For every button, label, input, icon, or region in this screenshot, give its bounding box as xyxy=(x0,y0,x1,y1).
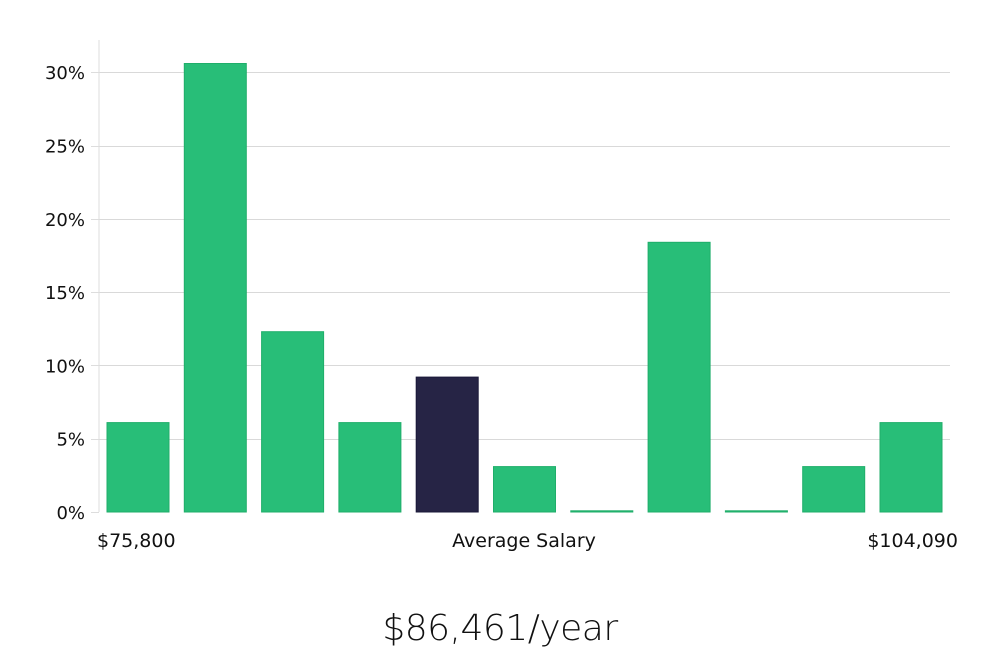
bar xyxy=(261,331,325,513)
y-tick-label: 15% xyxy=(45,283,85,304)
bar xyxy=(106,422,170,513)
average-salary-value: $86,461/year xyxy=(382,608,618,649)
x-axis-max-label: $104,090 xyxy=(867,530,958,552)
salary-distribution-chart: 0% 5% 10% 15% 20% 25% 30% $75,800 Average Sala… xyxy=(45,40,958,552)
bars xyxy=(106,63,943,513)
y-tick-label: 10% xyxy=(45,356,85,377)
x-axis-title: Average Salary xyxy=(452,530,596,552)
y-tick-label: 30% xyxy=(45,63,85,84)
bar xyxy=(183,63,247,513)
x-axis-min-label: $75,800 xyxy=(97,530,176,552)
bar xyxy=(724,510,788,513)
bar xyxy=(802,466,866,513)
bar xyxy=(493,466,556,513)
bar-average-salary xyxy=(415,376,479,513)
y-tick-label: 0% xyxy=(56,503,85,524)
y-tick-label: 5% xyxy=(56,430,85,451)
y-tick-label: 20% xyxy=(45,210,85,231)
bar xyxy=(879,422,943,513)
y-tick-label: 25% xyxy=(45,137,85,158)
y-axis-ticks: 0% 5% 10% 15% 20% 25% 30% xyxy=(45,63,99,524)
bar xyxy=(570,510,634,513)
bar xyxy=(338,422,402,513)
bar xyxy=(647,241,711,513)
